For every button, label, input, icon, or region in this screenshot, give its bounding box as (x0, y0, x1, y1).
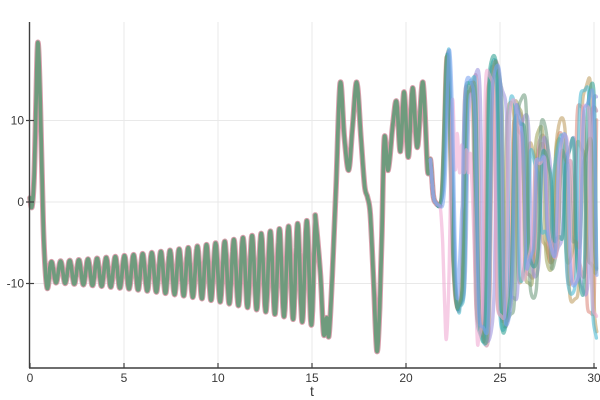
x-tick-label-15: 15 (305, 371, 319, 385)
x-tick-label-5: 5 (121, 371, 128, 385)
x-tick-label-25: 25 (493, 371, 507, 385)
y-tick-label-10: 10 (11, 114, 25, 128)
ensemble-member-blue (428, 48, 599, 336)
consensus-trajectory-line (28, 40, 442, 354)
x-tick-label-20: 20 (399, 371, 413, 385)
x-tick-label-30: 30 (587, 371, 600, 385)
x-tick-label-10: 10 (211, 371, 225, 385)
y-tick-label-0: 0 (17, 195, 24, 209)
y-tick-label--10: -10 (7, 277, 25, 291)
x-tick-label-0: 0 (27, 371, 34, 385)
x-axis-title: t (310, 383, 314, 399)
